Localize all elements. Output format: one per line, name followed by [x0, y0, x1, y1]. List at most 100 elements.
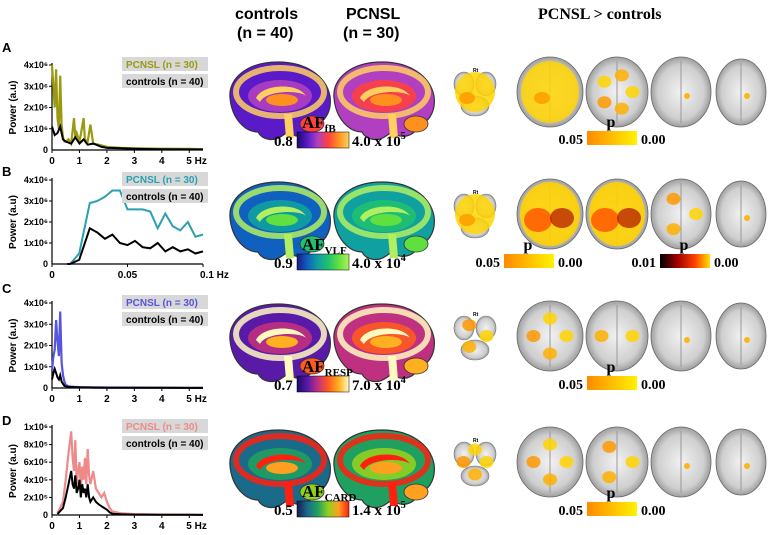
- ventricle: [370, 462, 402, 474]
- corpus-callosum: [360, 206, 410, 222]
- p-gradient: [504, 254, 554, 268]
- x-tick-label: 0.05: [118, 270, 138, 281]
- panel-letter: C: [2, 281, 12, 296]
- x-tick-label: 1: [77, 521, 83, 532]
- x-tick-label: 5 Hz: [186, 394, 207, 405]
- legend-box-controls: [122, 189, 208, 203]
- axial-slice-D-5: [715, 428, 767, 496]
- y-axis-label: Power (a.u): [8, 319, 19, 373]
- chart-panel-C: C Power (a.u) 1x10⁶ 2x10⁶ 3x10⁶ 4x10⁶ 00 1 2 3 4 5 …: [2, 281, 208, 405]
- axial-slice-A-4: [650, 56, 712, 128]
- ventricle: [266, 462, 298, 474]
- activation-blob: [594, 330, 609, 342]
- y-tick-label: 6x10⁵: [24, 457, 48, 467]
- activation-blob: [479, 456, 494, 468]
- activation-blob: [526, 330, 541, 342]
- x-tick-label: 1: [77, 394, 83, 405]
- activation-blob: [597, 96, 612, 109]
- y-tick-zero: 0: [43, 259, 48, 269]
- sagittal-controls-RESP: [229, 303, 331, 383]
- activation-blob: [625, 330, 640, 342]
- series-line-controls: [51, 365, 203, 389]
- y-tick-label: 3x10⁶: [24, 319, 48, 329]
- p-min: 0.05: [559, 133, 584, 148]
- activation-blob: [744, 93, 750, 99]
- activation-blob: [543, 473, 557, 486]
- legend-box-pcnsl: [122, 419, 208, 433]
- activation-blob: [744, 215, 750, 221]
- p-min: 0.01: [632, 256, 657, 271]
- colorbar-min: 0.9: [274, 256, 293, 272]
- legend-box-pcnsl: [122, 172, 208, 186]
- ventricle: [370, 94, 402, 106]
- slice-marker: Rt: [473, 438, 479, 444]
- y-tick-label: 3x10⁶: [24, 81, 48, 91]
- header-contrast: PCNSL > controls: [538, 6, 662, 23]
- axial-slice-C-1: Rt: [453, 312, 497, 361]
- x-tick-label: 5 Hz: [186, 156, 207, 167]
- axial-slice-C-4: [650, 300, 712, 372]
- brainstem: [388, 234, 398, 258]
- colorbar-gradient: [296, 131, 350, 149]
- corpus-callosum: [360, 454, 410, 470]
- panel-letter: B: [2, 164, 11, 179]
- activation-blob: [744, 337, 750, 343]
- x-tick-label: 0: [49, 394, 55, 405]
- sagittal-pcnsl-RESP: [333, 303, 435, 383]
- axial-slice-C-2: [516, 300, 584, 372]
- y-tick-label: 8x10⁵: [24, 440, 48, 450]
- axial-slice-D-4: [650, 426, 712, 498]
- p-colorbar-C: p 0.05 0.00: [559, 359, 666, 393]
- legend: PCNSL (n = 30) controls (n = 40): [122, 57, 208, 88]
- activation-blob: [614, 69, 629, 82]
- activation-blob: [684, 337, 690, 343]
- axial-slice-C-5: [715, 302, 767, 370]
- axial-slice-A-5: [715, 58, 767, 126]
- legend-label-controls: controls (n = 40): [126, 439, 204, 450]
- cortex-band: [337, 65, 431, 119]
- y-axis-label: Power (a.u): [8, 81, 19, 135]
- slice-marker: Rt: [473, 68, 479, 74]
- corpus-callosum: [256, 206, 306, 222]
- cortex-band: [337, 307, 431, 361]
- panel-letter: A: [2, 40, 12, 55]
- axial-slices: Rt Rt Rt Rt: [453, 56, 767, 498]
- axial-slice-A-2: [516, 56, 584, 128]
- colorbar-max: 4.0 x 105: [352, 131, 406, 150]
- p-max: 0.00: [558, 256, 583, 271]
- p-label: p: [607, 359, 616, 376]
- axial-slice-D-3: [585, 426, 649, 498]
- activation-blob: [625, 456, 640, 468]
- sagittal-controls-VLF: [229, 181, 331, 261]
- header-pcnsl: PCNSL: [346, 6, 400, 23]
- activation-blob: [534, 92, 550, 104]
- x-tick-label: 2: [104, 521, 110, 532]
- activation-blob: [543, 347, 557, 360]
- colorbar-max: 7.0 x 104: [352, 375, 406, 394]
- p-max: 0.00: [641, 504, 666, 519]
- x-tick-label: 4: [159, 521, 165, 532]
- p-colorbars: p 0.05 0.00 p 0.05 0.00 p 0.01 0.00 p 0.05 0.00 p 0.0…: [476, 114, 739, 519]
- activation-blob: [479, 330, 494, 342]
- activation-blob: [666, 223, 681, 236]
- legend-label-pcnsl: PCNSL (n = 30): [126, 422, 198, 433]
- y-tick-label: 1x10⁶: [24, 362, 48, 372]
- legend: PCNSL (n = 30) controls (n = 40): [122, 419, 208, 450]
- activation-blob: [625, 86, 640, 98]
- colorbar-fB: AFfB 0.8 4.0 x 105: [274, 113, 406, 150]
- x-tick-label: 0: [49, 156, 55, 167]
- p-max: 0.00: [714, 256, 739, 271]
- colorbar-gradient: [296, 375, 350, 393]
- colorbar-max: 4.0 x 104: [352, 253, 406, 272]
- legend-box-pcnsl: [122, 295, 208, 309]
- activation-blob: [666, 192, 681, 205]
- sagittal-pcnsl-VLF: [333, 181, 435, 261]
- y-tick-label: 4x10⁶: [24, 60, 48, 70]
- legend-label-pcnsl: PCNSL (n = 30): [126, 175, 198, 186]
- activation-blob: [684, 93, 690, 99]
- legend-box-controls: [122, 74, 208, 88]
